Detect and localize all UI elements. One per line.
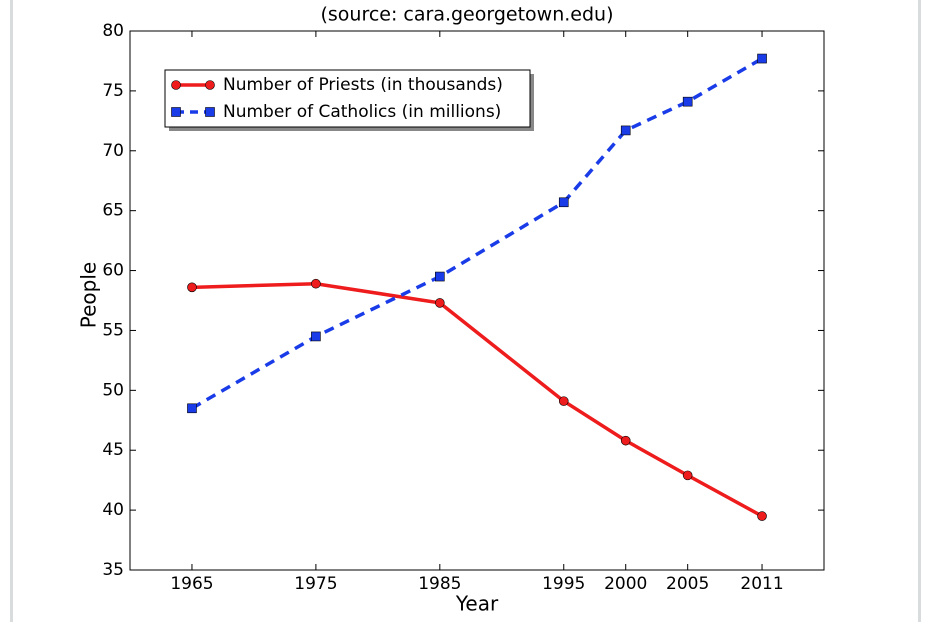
marker <box>682 470 693 481</box>
x-tick-label: 1985 <box>418 574 461 594</box>
y-tick-label: 35 <box>102 560 124 580</box>
legend: Number of Priests (in thousands) Number o… <box>164 69 534 131</box>
marker <box>171 107 181 117</box>
marker <box>620 435 631 446</box>
marker <box>171 80 181 90</box>
y-tick-label: 75 <box>102 81 124 101</box>
x-tick-label: 1965 <box>170 574 213 594</box>
marker <box>757 53 767 64</box>
x-tick-label: 1995 <box>542 574 585 594</box>
y-tick-label: 50 <box>102 380 124 400</box>
marker <box>187 282 197 293</box>
y-axis-label: People <box>77 262 101 328</box>
x-tick-label: 2011 <box>740 574 783 594</box>
y-tick-label: 40 <box>102 500 124 520</box>
y-tick-label: 65 <box>102 201 124 221</box>
marker <box>435 271 445 282</box>
x-tick-label: 2005 <box>666 574 709 594</box>
frame-edge <box>918 0 921 622</box>
legend-label: Number of Catholics (in millions) <box>223 102 501 122</box>
x-axis-label: Year <box>455 592 499 616</box>
y-tick-label: 70 <box>102 141 124 161</box>
marker <box>620 125 631 136</box>
marker <box>311 331 321 342</box>
y-tick-label: 80 <box>102 21 124 41</box>
chart-subtitle: (source: cara.georgetown.edu) <box>320 4 613 26</box>
marker <box>682 96 693 107</box>
y-tick-label: 55 <box>102 320 124 340</box>
y-tick-label: 45 <box>102 440 124 460</box>
marker <box>435 298 445 308</box>
marker <box>558 396 569 406</box>
marker <box>311 278 321 289</box>
marker <box>558 197 569 208</box>
legend-box <box>164 69 531 128</box>
marker <box>187 403 197 414</box>
y-tick-label: 60 <box>102 261 124 281</box>
frame-edge <box>10 0 13 622</box>
marker <box>205 80 215 90</box>
marker <box>757 511 767 521</box>
x-tick-label: 2000 <box>604 574 647 594</box>
marker <box>205 107 215 117</box>
x-tick-label: 1975 <box>294 574 337 594</box>
legend-label: Number of Priests (in thousands) <box>223 75 503 95</box>
